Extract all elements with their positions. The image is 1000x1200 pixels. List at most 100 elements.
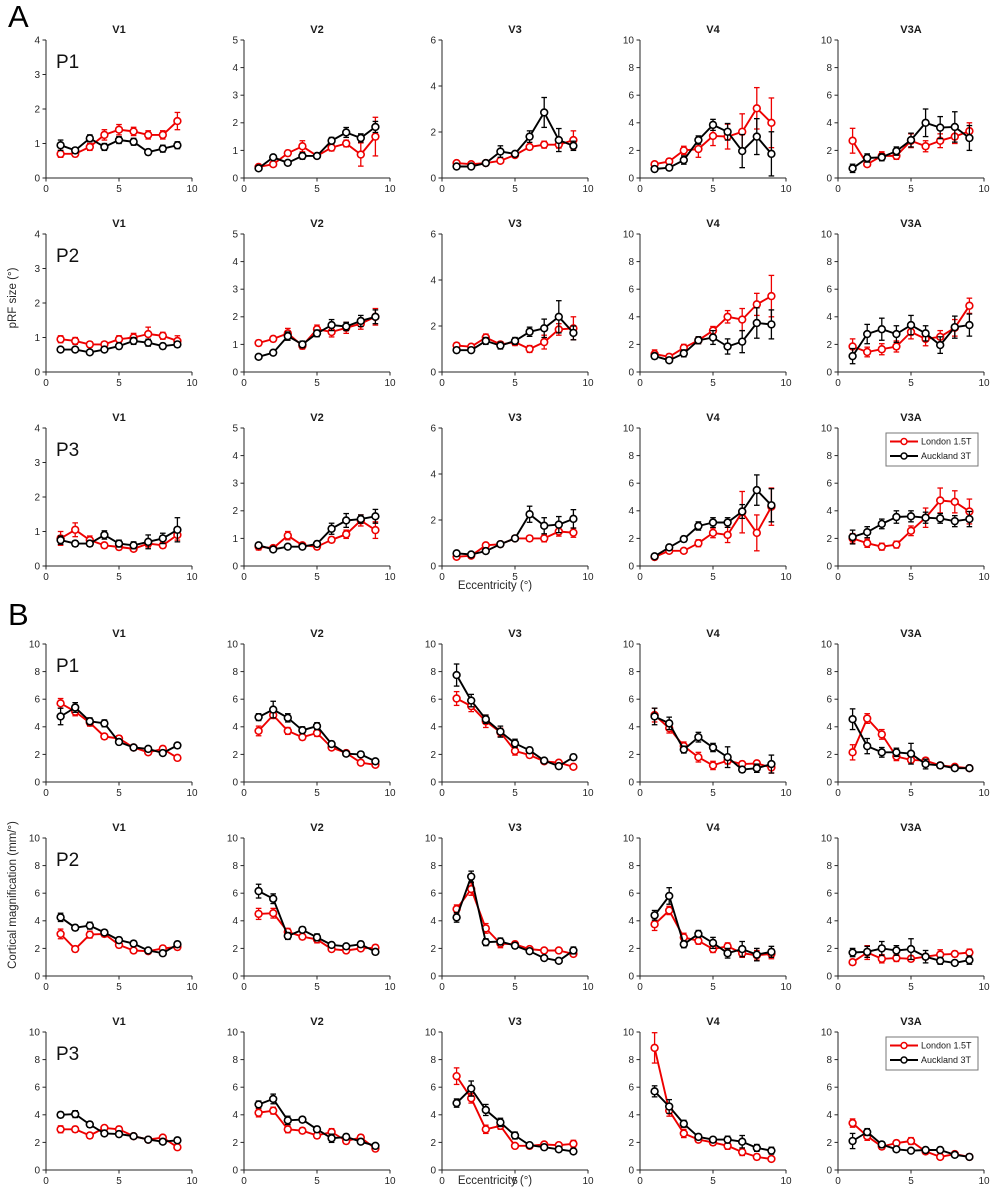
y-tick-label: 2 xyxy=(430,321,436,332)
subplot-A-P3-V2: V2 0 1 2 3 4 5 0 5 10 xyxy=(232,412,396,583)
data-point-marker xyxy=(129,336,138,346)
y-tick-label: 0 xyxy=(430,173,436,184)
data-point-marker xyxy=(767,501,776,510)
data-point-marker xyxy=(283,542,293,551)
data-point-marker xyxy=(342,322,351,331)
data-point-marker xyxy=(569,514,578,524)
data-point-marker xyxy=(694,135,703,145)
y-tick-label: 8 xyxy=(628,257,634,268)
data-point-marker xyxy=(738,507,747,516)
data-point-marker xyxy=(906,135,916,145)
data-point-marker xyxy=(767,947,776,957)
data-point-marker xyxy=(877,325,887,334)
data-point-marker xyxy=(342,749,351,758)
data-point-marker xyxy=(892,540,901,549)
data-point-marker xyxy=(268,153,278,162)
data-point-marker xyxy=(950,516,960,526)
y-tick-label: 8 xyxy=(628,63,634,74)
x-tick-label: 0 xyxy=(637,572,643,583)
x-tick-label: 10 xyxy=(384,184,396,195)
data-point-marker xyxy=(679,546,689,556)
subplot-title: V3A xyxy=(900,24,921,36)
y-tick-label: 10 xyxy=(821,423,833,434)
subplot-title: V3A xyxy=(900,822,921,834)
y-tick-label: 4 xyxy=(430,722,436,733)
data-point-marker xyxy=(708,761,718,770)
x-tick-label: 5 xyxy=(314,982,320,993)
x-tick-label: 10 xyxy=(384,572,396,583)
y-tick-label: 0 xyxy=(430,777,436,788)
y-tick-label: 6 xyxy=(430,695,436,706)
data-point-marker xyxy=(283,1125,293,1134)
data-point-marker xyxy=(650,712,659,721)
subplot-B-P3-V3A: V3A 0 2 4 6 8 10 0 5 10 London 1.5T Auckland 3T xyxy=(821,1016,990,1187)
y-tick-label: 6 xyxy=(826,695,832,706)
y-tick-label: 0 xyxy=(826,173,832,184)
y-tick-label: 2 xyxy=(34,298,40,309)
data-point-marker xyxy=(936,761,945,770)
y-tick-label: 0 xyxy=(430,1165,436,1176)
y-tick-label: 10 xyxy=(821,35,833,46)
data-point-marker xyxy=(158,130,168,140)
row-label-P3: P3 xyxy=(56,1044,79,1065)
y-tick-label: 1 xyxy=(34,139,40,150)
data-point-marker xyxy=(569,528,578,537)
subplot-title: V1 xyxy=(112,218,125,230)
data-point-marker xyxy=(85,142,95,152)
y-tick-label: 6 xyxy=(628,479,634,490)
y-tick-label: 0 xyxy=(34,971,40,982)
data-point-marker xyxy=(129,127,138,136)
y-tick-label: 2 xyxy=(232,118,238,129)
subplot-title: V2 xyxy=(310,628,323,640)
data-point-marker xyxy=(342,516,351,525)
y-tick-label: 4 xyxy=(628,916,634,927)
series-london-15t xyxy=(254,710,380,769)
x-tick-label: 5 xyxy=(314,788,320,799)
data-point-marker xyxy=(510,1131,520,1140)
y-tick-label: 2 xyxy=(232,506,238,517)
x-tick-label: 10 xyxy=(978,378,990,389)
x-tick-label: 0 xyxy=(43,788,49,799)
data-point-marker xyxy=(950,958,960,968)
x-tick-label: 5 xyxy=(116,788,122,799)
y-tick-label: 2 xyxy=(826,340,832,351)
x-tick-label: 0 xyxy=(241,184,247,195)
y-tick-label: 2 xyxy=(628,340,634,351)
data-point-marker xyxy=(723,342,732,351)
subplot-A-P3-V3: V3 0 2 4 6 0 5 10 xyxy=(430,412,594,583)
data-point-marker xyxy=(767,759,776,769)
data-point-marker xyxy=(862,153,872,163)
y-tick-label: 6 xyxy=(826,479,832,490)
data-point-marker xyxy=(848,136,857,145)
subplot-title: V3A xyxy=(900,628,921,640)
data-point-marker xyxy=(569,1147,578,1156)
data-point-marker xyxy=(56,699,65,708)
y-tick-label: 4 xyxy=(232,722,238,733)
data-point-marker xyxy=(892,329,901,339)
data-point-marker xyxy=(921,118,930,128)
y-tick-label: 0 xyxy=(34,777,40,788)
x-tick-label: 0 xyxy=(835,572,841,583)
x-tick-label: 10 xyxy=(582,788,594,799)
x-tick-label: 5 xyxy=(908,1176,914,1187)
data-point-marker xyxy=(129,137,138,146)
y-tick-label: 6 xyxy=(628,889,634,900)
data-point-marker xyxy=(554,135,564,145)
data-point-marker xyxy=(723,949,732,958)
data-point-marker xyxy=(540,756,549,765)
data-point-marker xyxy=(510,1141,520,1151)
x-tick-label: 5 xyxy=(710,572,716,583)
subplot-B-P2-V1: V1 P2 0 2 4 6 8 10 0 5 10 xyxy=(29,822,198,993)
subplot-title: V1 xyxy=(112,1016,125,1028)
y-tick-label: 10 xyxy=(821,639,833,650)
data-point-marker xyxy=(254,712,263,722)
data-point-marker xyxy=(664,906,674,915)
y-tick-label: 4 xyxy=(34,916,40,927)
x-tick-label: 5 xyxy=(908,378,914,389)
data-point-marker xyxy=(283,148,293,158)
data-point-marker xyxy=(496,156,505,165)
series-auckland-3t xyxy=(56,702,182,758)
subplot-title: V4 xyxy=(706,412,720,424)
y-tick-label: 0 xyxy=(430,367,436,378)
data-point-marker xyxy=(877,153,887,162)
